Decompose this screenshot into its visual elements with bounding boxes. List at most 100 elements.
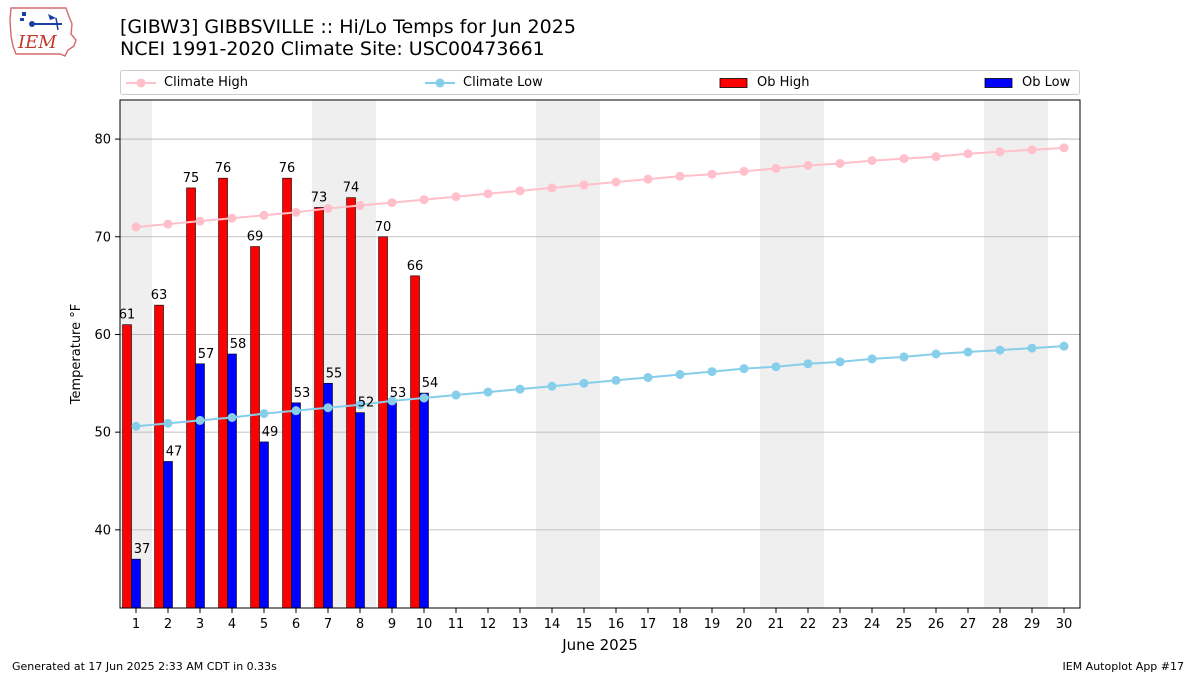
chart-subtitle: NCEI 1991-2020 Climate Site: USC00473661 xyxy=(120,38,545,60)
y-tick-label: 50 xyxy=(94,426,111,441)
climate-low-point xyxy=(579,378,589,388)
ob-low-bar xyxy=(259,441,269,609)
legend-item-ob-low: Ob Low xyxy=(984,71,1070,94)
ob-low-bar xyxy=(291,402,301,609)
climate-high-point xyxy=(259,210,269,220)
climate-high-point xyxy=(419,195,429,205)
climate-low-point xyxy=(451,390,461,400)
ob-high-label: 63 xyxy=(151,288,168,303)
ob-high-bar xyxy=(346,197,356,609)
climate-high-point xyxy=(515,186,525,196)
footer-generated: Generated at 17 Jun 2025 2:33 AM CDT in … xyxy=(12,660,277,673)
climate-low-line xyxy=(135,345,1065,428)
ob-high-bar xyxy=(218,177,228,609)
climate-low-point xyxy=(547,381,557,391)
x-tick-label: 25 xyxy=(896,617,913,632)
ob-low-label: 58 xyxy=(230,337,247,352)
ob-low-bar xyxy=(323,383,333,609)
climate-low-point xyxy=(131,421,141,431)
x-tick-label: 18 xyxy=(672,617,689,632)
ob-high-label: 66 xyxy=(407,259,424,274)
climate-high-point xyxy=(963,149,973,159)
climate-low-point xyxy=(803,359,813,369)
legend-label-ob-low: Ob Low xyxy=(1022,75,1071,90)
x-tick-label: 10 xyxy=(416,617,433,632)
ob-low-label: 54 xyxy=(422,376,439,391)
climate-low-point xyxy=(259,409,269,419)
climate-high-point xyxy=(707,169,717,179)
weekend-band xyxy=(984,100,1048,608)
ob-high-label: 76 xyxy=(279,161,296,176)
x-tick-label: 15 xyxy=(576,617,593,632)
x-tick-label: 16 xyxy=(608,617,625,632)
x-tick-label: 11 xyxy=(448,617,465,632)
ob-low-label: 47 xyxy=(166,444,183,459)
ob-low-bar xyxy=(163,461,173,609)
x-tick-label: 22 xyxy=(800,617,817,632)
legend-item-ob-high: Ob High xyxy=(719,71,810,94)
ob-low-bar xyxy=(131,558,141,609)
climate-lines xyxy=(131,143,1069,431)
legend-swatch-icon xyxy=(984,77,1013,88)
x-tick-label: 17 xyxy=(640,617,657,632)
x-tick-label: 27 xyxy=(960,617,977,632)
x-tick-label: 14 xyxy=(544,617,561,632)
y-gridlines xyxy=(120,138,1080,531)
climate-low-point xyxy=(355,400,365,410)
x-tick-label: 29 xyxy=(1024,617,1041,632)
x-tick-label: 21 xyxy=(768,617,785,632)
climate-low-point xyxy=(387,396,397,406)
ob-high-bar xyxy=(186,187,196,609)
climate-low-point xyxy=(1059,341,1069,351)
ob-high-label: 69 xyxy=(247,230,264,245)
ob-low-label: 55 xyxy=(326,366,343,381)
ob-high-label: 61 xyxy=(119,308,136,323)
climate-high-point xyxy=(995,147,1005,157)
ob-high-bar xyxy=(122,324,132,609)
climate-low-point xyxy=(195,415,205,425)
climate-high-point xyxy=(195,216,205,226)
climate-high-point xyxy=(483,189,493,199)
weekend-band xyxy=(760,100,824,608)
ob-high-label: 76 xyxy=(215,161,232,176)
climate-low-point xyxy=(771,362,781,372)
bar-value-labels: 61 63 75 76 69 76 73 74 70 66 37 47 57 58 49 53 55 52 53 54 xyxy=(119,161,439,557)
x-axis-label: June 2025 xyxy=(561,636,638,654)
y-axis-label: Temperature °F xyxy=(69,304,84,405)
climate-high-point xyxy=(1059,143,1069,153)
legend-label-climate-high: Climate High xyxy=(164,75,249,90)
iem-logo: IEM xyxy=(9,7,77,57)
legend-line-marker-icon xyxy=(126,78,156,87)
x-tick-label: 23 xyxy=(832,617,849,632)
climate-high-point xyxy=(771,163,781,173)
climate-low-point xyxy=(963,347,973,357)
legend-swatch-icon xyxy=(719,77,748,88)
climate-high-point xyxy=(739,166,749,176)
climate-high-point xyxy=(931,152,941,162)
legend-item-climate-low: Climate Low xyxy=(425,71,543,94)
climate-high-point xyxy=(291,207,301,217)
climate-low-point xyxy=(515,384,525,394)
x-tick-label: 6 xyxy=(292,617,300,632)
x-tick-label: 7 xyxy=(324,617,332,632)
x-tick-label: 30 xyxy=(1056,617,1073,632)
climate-high-point xyxy=(803,160,813,170)
climate-low-point xyxy=(419,393,429,403)
climate-low-point xyxy=(931,349,941,359)
climate-low-point xyxy=(1027,343,1037,353)
legend-line-marker-icon xyxy=(425,78,455,87)
x-tick-label: 4 xyxy=(228,617,236,632)
climate-low-point xyxy=(227,413,237,422)
y-axis: 40 50 60 70 80 xyxy=(94,133,120,538)
plot-frame xyxy=(119,99,1081,609)
ob-high-bar xyxy=(410,275,420,609)
chart-titles: [GIBW3] GIBBSVILLE :: Hi/Lo Temps for Ju… xyxy=(120,16,576,60)
x-tick-label: 12 xyxy=(480,617,497,632)
climate-high-point xyxy=(227,213,237,223)
climate-high-point xyxy=(643,174,653,184)
climate-high-point xyxy=(867,156,877,166)
observation-bars xyxy=(122,177,429,609)
x-tick-label: 3 xyxy=(196,617,204,632)
ob-high-label: 70 xyxy=(375,220,392,235)
legend-item-climate-high: Climate High xyxy=(126,71,248,94)
